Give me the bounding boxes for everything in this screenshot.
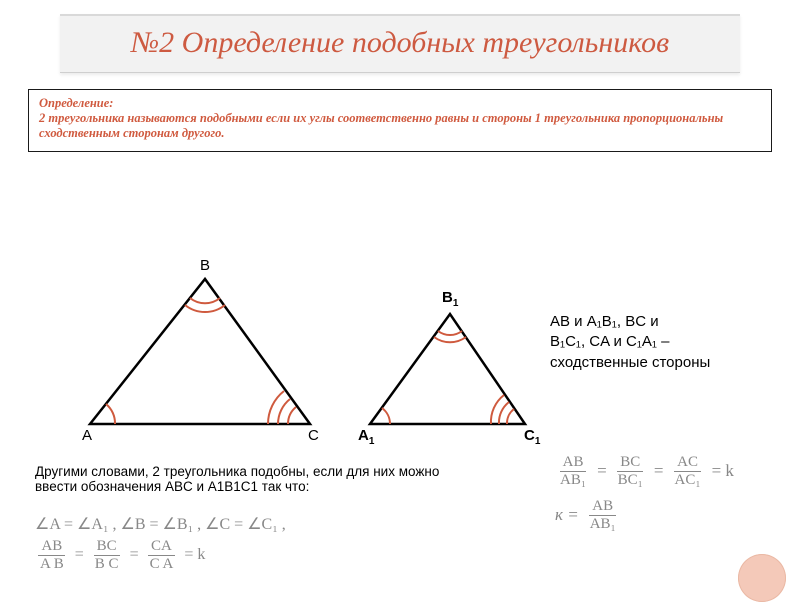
title-banner: №2 Определение подобных треугольников [60,14,740,73]
label-A: A [82,427,92,444]
formula-angles-ratios: ∠A = ∠A₁ , ∠B = ∠B₁ , ∠C = ∠C₁ , ABA B =… [35,514,286,572]
bottom-note: Другими словами, 2 треугольника подобны,… [35,464,455,494]
label-C1: C1 [524,427,540,447]
formula-k-line1: ABAB₁ = BCBC₁ = ACAC₁ = k [555,454,734,488]
angle-equalities: ∠A = ∠A₁ , ∠B = ∠B₁ , ∠C = ∠C₁ , [35,514,286,534]
formula-k-line2: к = ABAB₁ [555,498,734,532]
side-line-3: сходственные стороны [550,353,760,373]
definition-body: 2 треугольника называются подобными если… [39,111,761,141]
definition-heading: Определение: [39,96,761,111]
decorative-circle [738,554,786,602]
ratio-row: ABA B = BCB C = CAC A = k [35,538,286,572]
label-C: C [308,427,319,444]
side-line-2: B₁C₁, CA и C₁A₁ – [550,332,760,352]
label-A1: A1 [358,427,374,447]
label-B: B [200,257,210,274]
corresponding-sides-text: AB и A₁B₁, BC и B₁C₁, CA и C₁A₁ – сходст… [550,312,760,373]
side-line-1: AB и A₁B₁, BC и [550,312,760,332]
definition-box: Определение: 2 треугольника называются п… [28,89,772,152]
formula-k: ABAB₁ = BCBC₁ = ACAC₁ = k к = ABAB₁ [555,454,734,542]
page-title: №2 Определение подобных треугольников [60,26,740,60]
label-B1: B1 [442,289,458,309]
